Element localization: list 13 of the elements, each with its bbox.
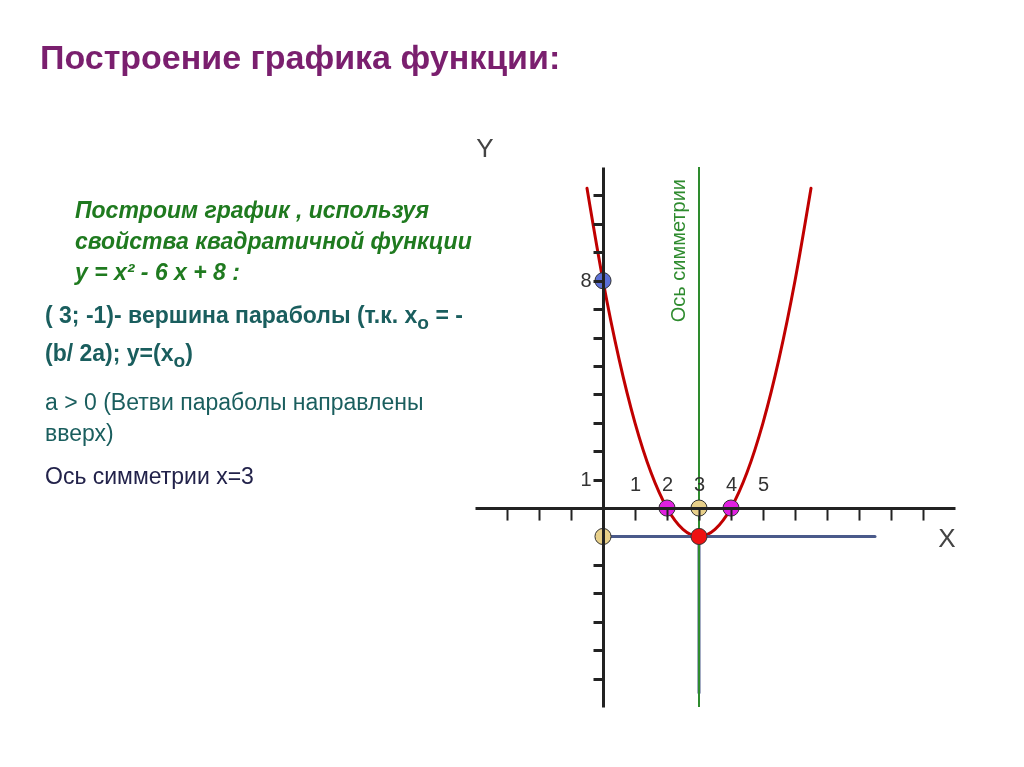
ref-line-label: Ось симметрии xyxy=(667,179,689,323)
text: Построим график , используя свойства квадратичной функции y = x² - 6 x + 8 : xyxy=(73,196,473,287)
x-tick-label: 2 xyxy=(661,472,674,495)
text: a > 0 (Ветви параболы направлены вверх) xyxy=(45,388,425,449)
y-axis-title: Y xyxy=(476,132,494,163)
text: Ось симметрии x=3 xyxy=(45,462,255,492)
x-axis-title: X xyxy=(938,522,956,553)
y-tick-label: 8 xyxy=(580,269,592,292)
x-tick-label: 1 xyxy=(629,472,642,495)
x-tick-label: 5 xyxy=(757,472,770,495)
text: ( 3; -1)- вершина параболы (т.к. x$_{o}$ = -(b/ 2a); y=(x$_{o}$) xyxy=(45,302,463,371)
x-tick-label: 4 xyxy=(725,472,738,495)
chart-title: Построение графика функции: xyxy=(40,38,561,77)
